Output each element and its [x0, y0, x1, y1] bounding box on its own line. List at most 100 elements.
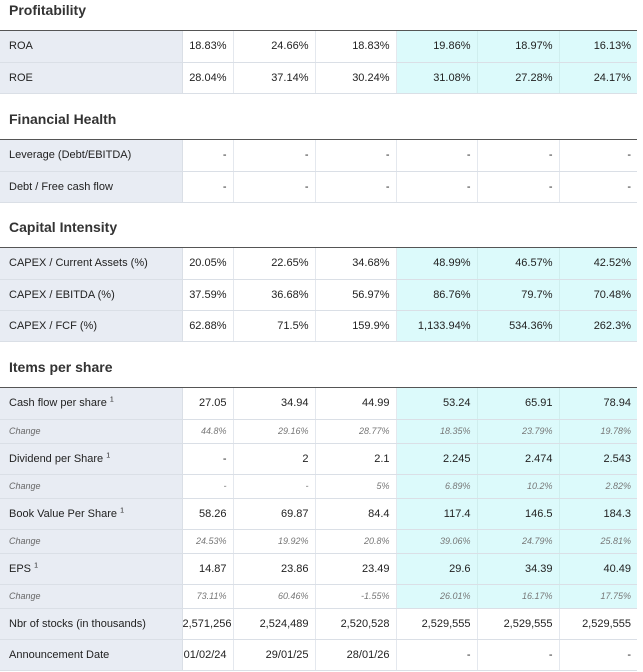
cell-estimate: 42.52% — [559, 248, 637, 280]
row-label: Leverage (Debt/EBITDA) — [0, 140, 183, 172]
table-row: ROA 18.83% 24.66% 18.83% 19.86% 18.97% 1… — [0, 31, 637, 63]
cell-value: 20.8% — [315, 529, 397, 554]
cell-value: 34.94 — [233, 388, 316, 420]
cell-value: - — [182, 474, 234, 499]
cell-value: 30.24% — [315, 62, 397, 94]
cell-value: 18.83% — [315, 31, 397, 63]
section-title-profitability: Profitability — [0, 0, 637, 31]
cell-value: - — [477, 171, 560, 203]
cell-value: 56.97% — [315, 279, 397, 311]
footnote-marker: 1 — [120, 506, 124, 514]
table-row-change: Change 73.11% 60.46% -1.55% 26.01% 16.17… — [0, 584, 637, 609]
cell-value: - — [182, 140, 234, 172]
cell-estimate: 534.36% — [477, 310, 560, 342]
cell-estimate: 29.6 — [396, 553, 478, 585]
row-label: Change — [0, 474, 183, 499]
cell-estimate: 26.01% — [396, 584, 478, 609]
cell-estimate: 1,133.94% — [396, 310, 478, 342]
table-row: EPS 1 14.87 23.86 23.49 29.6 34.39 40.49 — [0, 553, 637, 585]
cell-value: 2,571,256 — [182, 608, 234, 640]
cell-value: 23.86 — [233, 553, 316, 585]
cell-value: - — [559, 140, 637, 172]
row-label-text: Book Value Per Share — [9, 507, 118, 520]
cell-value: 2,529,555 — [559, 608, 637, 640]
cell-value: 44.8% — [182, 419, 234, 444]
table-financial-health: Leverage (Debt/EBITDA) - - - - - - Debt … — [0, 140, 637, 203]
cell-estimate: 146.5 — [477, 498, 560, 530]
cell-estimate: 16.17% — [477, 584, 560, 609]
table-row: CAPEX / Current Assets (%) 20.05% 22.65%… — [0, 248, 637, 280]
cell-value: -1.55% — [315, 584, 397, 609]
cell-value: 58.26 — [182, 498, 234, 530]
row-label: Announcement Date — [0, 639, 183, 671]
table-row-change: Change 24.53% 19.92% 20.8% 39.06% 24.79%… — [0, 529, 637, 554]
cell-value: 2 — [233, 443, 316, 475]
row-label: EPS 1 — [0, 553, 183, 585]
cell-value: - — [559, 171, 637, 203]
cell-estimate: 40.49 — [559, 553, 637, 585]
cell-value: 44.99 — [315, 388, 397, 420]
cell-estimate: 24.17% — [559, 62, 637, 94]
cell-value: 14.87 — [182, 553, 234, 585]
row-label: Change — [0, 584, 183, 609]
cell-value: 28/01/26 — [315, 639, 397, 671]
cell-value: 28.04% — [182, 62, 234, 94]
cell-value: - — [396, 639, 478, 671]
cell-value: 60.46% — [233, 584, 316, 609]
cell-value: - — [559, 639, 637, 671]
cell-estimate: 16.13% — [559, 31, 637, 63]
table-capital-intensity: CAPEX / Current Assets (%) 20.05% 22.65%… — [0, 248, 637, 342]
cell-estimate: 27.28% — [477, 62, 560, 94]
row-label: CAPEX / EBITDA (%) — [0, 279, 183, 311]
footnote-marker: 1 — [109, 396, 114, 404]
cell-value: - — [477, 639, 560, 671]
cell-value: - — [233, 474, 316, 499]
cell-value: 159.9% — [315, 310, 397, 342]
cell-value: 71.5% — [233, 310, 316, 342]
row-label: Nbr of stocks (in thousands) — [0, 608, 183, 640]
cell-value: 69.87 — [233, 498, 316, 530]
cell-estimate: 78.94 — [559, 388, 637, 420]
cell-value: - — [477, 140, 560, 172]
cell-estimate: 46.57% — [477, 248, 560, 280]
table-row: Dividend per Share 1 - 2 2.1 2.245 2.474… — [0, 443, 637, 475]
table-row: CAPEX / EBITDA (%) 37.59% 36.68% 56.97% … — [0, 279, 637, 311]
cell-estimate: 2.474 — [477, 443, 560, 475]
cell-estimate: 19.78% — [559, 419, 637, 444]
cell-value: - — [233, 140, 316, 172]
row-label: Change — [0, 419, 183, 444]
cell-value: 84.4 — [315, 498, 397, 530]
cell-value: 73.11% — [182, 584, 234, 609]
cell-value: - — [315, 140, 397, 172]
row-label: Debt / Free cash flow — [0, 171, 183, 203]
cell-estimate: 117.4 — [396, 498, 478, 530]
table-row: ROE 28.04% 37.14% 30.24% 31.08% 27.28% 2… — [0, 62, 637, 94]
cell-value: 62.88% — [182, 310, 234, 342]
cell-estimate: 18.35% — [396, 419, 478, 444]
cell-value: 34.68% — [315, 248, 397, 280]
section-title-items-per-share: Items per share — [0, 357, 637, 388]
cell-value: 29.16% — [233, 419, 316, 444]
cell-estimate: 25.81% — [559, 529, 637, 554]
cell-value: - — [396, 171, 478, 203]
table-row: Announcement Date 01/02/24 29/01/25 28/0… — [0, 639, 637, 671]
cell-value: - — [396, 140, 478, 172]
cell-value: 24.53% — [182, 529, 234, 554]
row-label-text: Dividend per Share — [9, 452, 104, 465]
cell-estimate: 34.39 — [477, 553, 560, 585]
cell-value: 29/01/25 — [233, 639, 316, 671]
cell-value: 2.1 — [315, 443, 397, 475]
row-label: CAPEX / FCF (%) — [0, 310, 183, 342]
cell-value: 37.59% — [182, 279, 234, 311]
cell-value: 28.77% — [315, 419, 397, 444]
table-row: Cash flow per share 1 27.05 34.94 44.99 … — [0, 388, 637, 420]
cell-value: 23.49 — [315, 553, 397, 585]
table-row-change: Change - - 5% 6.89% 10.2% 2.82% — [0, 474, 637, 499]
cell-value: 5% — [315, 474, 397, 499]
cell-estimate: 19.86% — [396, 31, 478, 63]
section-title-financial-health: Financial Health — [0, 109, 637, 140]
row-label: Dividend per Share 1 — [0, 443, 183, 475]
cell-value: 27.05 — [182, 388, 234, 420]
cell-value: 2,529,555 — [396, 608, 478, 640]
